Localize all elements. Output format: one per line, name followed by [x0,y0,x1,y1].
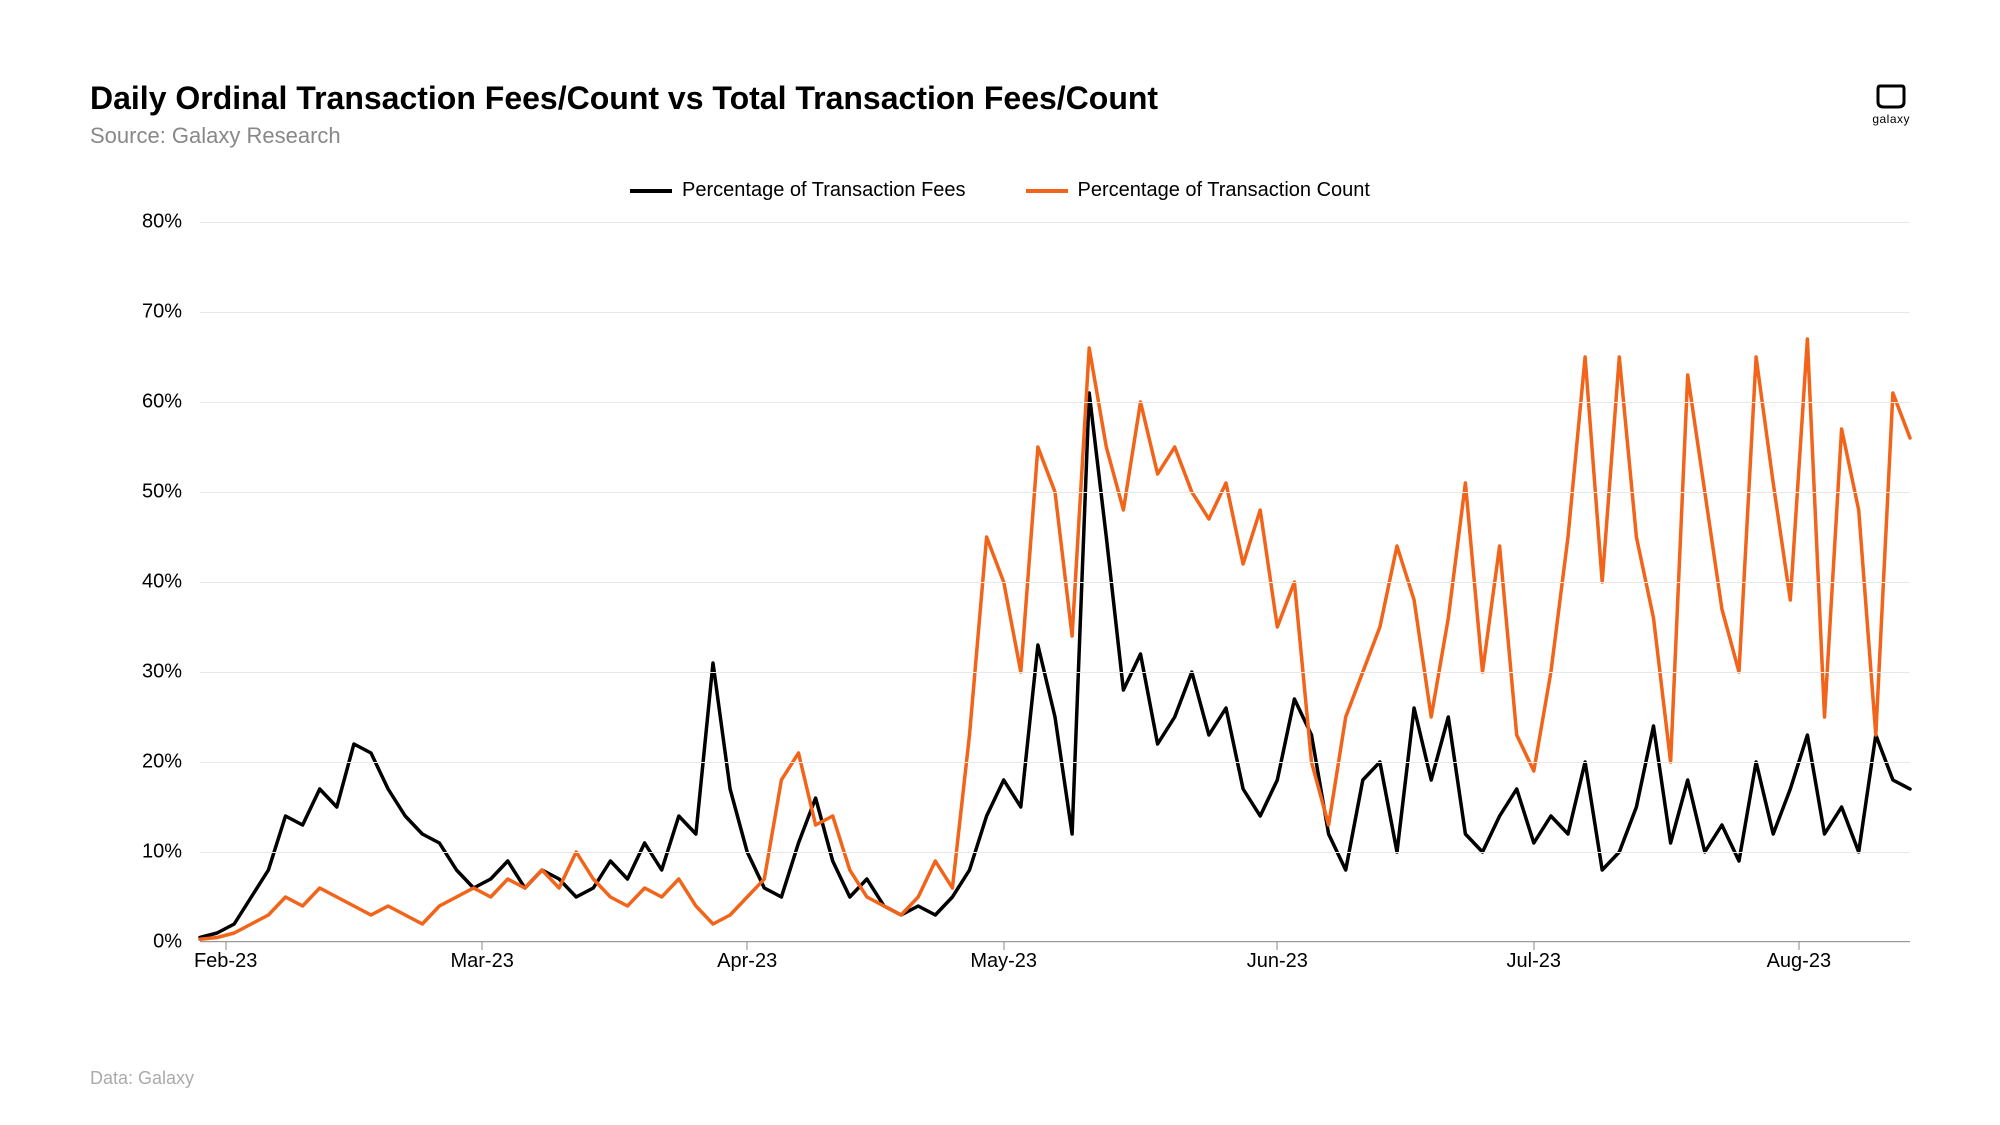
x-tick-label: Mar-23 [450,950,513,973]
y-tick-label: 0% [153,931,182,954]
legend-label: Percentage of Transaction Fees [682,179,966,202]
chart-subtitle: Source: Galaxy Research [90,123,1158,149]
gridline [200,672,1910,673]
gridline [200,312,1910,313]
gridline [200,852,1910,853]
gridline [200,222,1910,223]
y-tick-label: 40% [142,571,182,594]
x-tick-mark [1798,942,1799,950]
x-tick-label: Apr-23 [717,950,777,973]
chart-title: Daily Ordinal Transaction Fees/Count vs … [90,80,1158,117]
series-line [200,339,1910,939]
gridline [200,762,1910,763]
chart-footer: Data: Galaxy [90,1068,194,1089]
y-tick-label: 60% [142,391,182,414]
series-line [200,393,1910,938]
y-tick-label: 30% [142,661,182,684]
chart-legend: Percentage of Transaction Fees Percentag… [90,179,1910,202]
y-tick-label: 20% [142,751,182,774]
galaxy-logo-label: galaxy [1872,112,1910,126]
x-tick-label: May-23 [970,950,1037,973]
x-tick-label: Aug-23 [1767,950,1832,973]
x-tick-mark [482,942,483,950]
x-tick-label: Jun-23 [1247,950,1308,973]
y-tick-label: 50% [142,481,182,504]
chart-area: 0%10%20%30%40%50%60%70%80% Feb-23Mar-23A… [90,222,1910,1002]
galaxy-logo-icon [1876,84,1906,110]
gridline [200,582,1910,583]
chart-header: Daily Ordinal Transaction Fees/Count vs … [90,80,1910,149]
y-tick-label: 70% [142,301,182,324]
y-axis: 0%10%20%30%40%50%60%70%80% [90,222,200,942]
x-tick-label: Feb-23 [194,950,257,973]
x-tick-mark [1003,942,1004,950]
galaxy-logo: galaxy [1872,84,1910,126]
legend-swatch [1026,189,1068,193]
legend-item-fees: Percentage of Transaction Fees [630,179,966,202]
plot-region [200,222,1910,942]
x-tick-mark [747,942,748,950]
legend-item-count: Percentage of Transaction Count [1026,179,1370,202]
x-tick-mark [225,942,226,950]
title-block: Daily Ordinal Transaction Fees/Count vs … [90,80,1158,149]
gridline [200,492,1910,493]
x-tick-label: Jul-23 [1507,950,1561,973]
y-tick-label: 80% [142,211,182,234]
x-tick-mark [1277,942,1278,950]
x-tick-mark [1533,942,1534,950]
legend-label: Percentage of Transaction Count [1078,179,1370,202]
gridline [200,402,1910,403]
x-axis: Feb-23Mar-23Apr-23May-23Jun-23Jul-23Aug-… [200,942,1910,1002]
legend-swatch [630,189,672,193]
y-tick-label: 10% [142,841,182,864]
